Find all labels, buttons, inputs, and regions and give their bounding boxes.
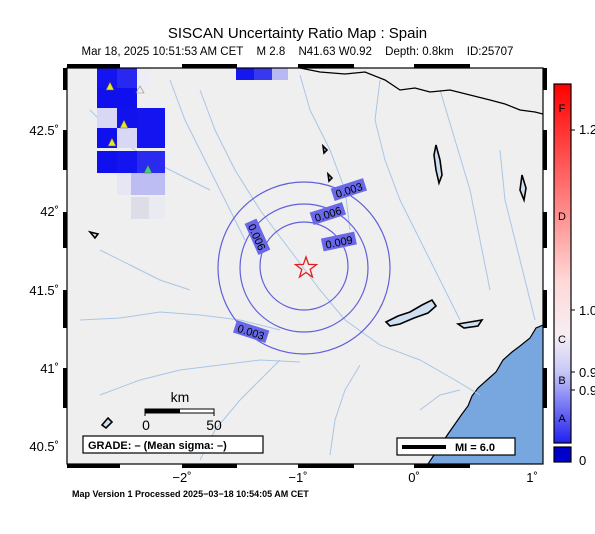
scale-tick-50: 50 <box>206 417 222 433</box>
colorbar-grade: A <box>558 413 566 425</box>
colorbar-grade: D <box>558 211 566 223</box>
mi-legend: MI = 6.0 <box>396 437 516 456</box>
y-tick-label: 40.5˚ <box>29 439 59 454</box>
sea <box>428 325 543 464</box>
mi-legend-text: MI = 6.0 <box>455 442 495 454</box>
event-depth: Depth: 0.8km <box>385 46 454 58</box>
reservoirs <box>87 143 527 430</box>
scale-bar: km 0 50 <box>142 389 222 433</box>
contour-0.006 <box>239 203 369 333</box>
x-tick-label: 0˚ <box>408 470 420 485</box>
stations <box>105 81 153 174</box>
x-axis-labels: −2˚ −1˚ 0˚ 1˚ <box>172 470 537 485</box>
y-tick-label: 42.5˚ <box>29 123 59 138</box>
x-tick-label: −1˚ <box>288 470 307 485</box>
border-line <box>299 68 543 115</box>
grade-text: GRADE: – (Mean sigma: –) <box>88 440 227 452</box>
epicenter-star-icon <box>293 255 319 279</box>
y-tick-label: 41.5˚ <box>29 283 59 298</box>
y-axis-labels: 42.5˚ 42˚ 41.5˚ 41˚ 40.5˚ <box>29 123 59 454</box>
map-area: 0.003 0.006 0.009 0.006 0.003 km <box>67 68 543 464</box>
colorbar-value: 0 <box>579 453 586 468</box>
map-frame <box>63 64 547 468</box>
contour-0.009 <box>259 221 349 311</box>
scale-bar-title: km <box>171 389 190 405</box>
x-tick-label: −2˚ <box>172 470 191 485</box>
colorbar-value: 0.9 <box>579 383 595 398</box>
colorbar-grade: F <box>559 103 566 115</box>
x-tick-label: 1˚ <box>526 470 538 485</box>
event-location: N41.63 W0.92 <box>298 46 372 58</box>
contour-label: 0.009 <box>324 234 353 251</box>
uncertainty-cells <box>97 68 288 219</box>
y-tick-label: 42˚ <box>40 204 59 219</box>
uncertainty-contours <box>217 181 391 355</box>
contour-0.003 <box>217 181 391 355</box>
scale-tick-0: 0 <box>142 417 150 433</box>
colorbar: F D C B A 1.2 1.0 0.9 0.9 0 <box>553 83 595 468</box>
event-magnitude: M 2.8 <box>256 46 286 58</box>
event-date: Mar 18, 2025 10:51:53 AM CET <box>81 46 244 58</box>
event-info: Mar 18, 2025 10:51:53 AM CET M 2.8 N41.6… <box>0 46 595 58</box>
map-title: SISCAN Uncertainty Ratio Map : Spain <box>167 25 428 42</box>
colorbar-grade: C <box>558 334 566 346</box>
rivers <box>79 74 536 461</box>
colorbar-value: 1.0 <box>579 303 595 318</box>
grade-box: GRADE: – (Mean sigma: –) <box>82 435 264 454</box>
event-id: ID:25707 <box>466 46 514 58</box>
y-tick-label: 41˚ <box>40 361 59 376</box>
processing-footer: Map Version 1 Processed 2025−03−18 10:54… <box>72 489 309 499</box>
colorbar-value: 0.9 <box>579 365 595 380</box>
colorbar-value: 1.2 <box>579 122 595 137</box>
colorbar-grade: B <box>558 375 565 387</box>
